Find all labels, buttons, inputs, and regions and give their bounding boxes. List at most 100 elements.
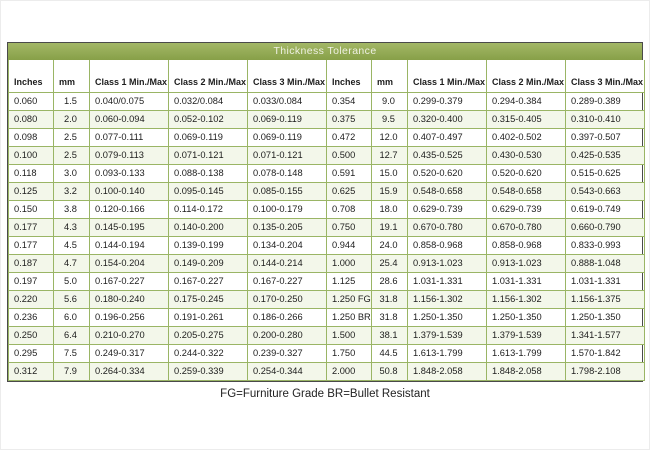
table-cell: 1.798-2.108 bbox=[565, 361, 645, 381]
column-header: Class 3 Min./Max bbox=[565, 60, 645, 93]
table-cell: 0.100 bbox=[8, 145, 54, 165]
table-cell: 1.250-1.350 bbox=[486, 307, 566, 327]
table-cell: 0.254-0.344 bbox=[247, 361, 327, 381]
table-cell: 0.186-0.266 bbox=[247, 307, 327, 327]
table-cell: 0.085-0.155 bbox=[247, 181, 327, 201]
table-cell: 0.210-0.270 bbox=[89, 325, 169, 345]
table-cell: 0.079-0.113 bbox=[89, 145, 169, 165]
table-cell: 0.040/0.075 bbox=[89, 91, 169, 111]
table-cell: 0.264-0.334 bbox=[89, 361, 169, 381]
table-cell: 0.289-0.389 bbox=[565, 91, 645, 111]
table-cell: 0.069-0.119 bbox=[247, 127, 327, 147]
table-cell: 25.4 bbox=[371, 253, 408, 273]
table-cell: 0.033/0.084 bbox=[247, 91, 327, 111]
thickness-tolerance-table: Thickness Tolerance Inches mm Class 1 Min.… bbox=[7, 42, 645, 382]
table-cell: 0.629-0.739 bbox=[486, 199, 566, 219]
table-cell: 44.5 bbox=[371, 343, 408, 363]
table-cell: 2.0 bbox=[53, 109, 90, 129]
table-cell: 0.052-0.102 bbox=[168, 109, 248, 129]
table-cell: 24.0 bbox=[371, 235, 408, 255]
table-cell: 0.500 bbox=[326, 145, 372, 165]
table-cell: 1.250-1.350 bbox=[407, 307, 487, 327]
table-cell: 0.310-0.410 bbox=[565, 109, 645, 129]
table-cell: 1.031-1.331 bbox=[486, 271, 566, 291]
table-row: 0.080 2.0 0.060-0.094 0.052-0.102 0.069-0.11… bbox=[8, 109, 645, 129]
table-cell: 0.670-0.780 bbox=[486, 217, 566, 237]
table-cell: 0.149-0.209 bbox=[168, 253, 248, 273]
table-cell: 0.354 bbox=[326, 91, 372, 111]
table-cell: 0.069-0.119 bbox=[247, 109, 327, 129]
table-cell: 0.244-0.322 bbox=[168, 343, 248, 363]
table-cell: 0.472 bbox=[326, 127, 372, 147]
table-cell: 0.312 bbox=[8, 361, 54, 381]
table-cell: 28.6 bbox=[371, 271, 408, 291]
table-cell: 0.177 bbox=[8, 235, 54, 255]
table-cell: 1.750 bbox=[326, 343, 372, 363]
table-row: 0.098 2.5 0.077-0.111 0.069-0.119 0.069-0.11… bbox=[8, 127, 645, 147]
table-cell: 0.095-0.145 bbox=[168, 181, 248, 201]
table-cell: 31.8 bbox=[371, 307, 408, 327]
table-cell: 0.515-0.625 bbox=[565, 163, 645, 183]
table-cell: 0.294-0.384 bbox=[486, 91, 566, 111]
table-row: 0.236 6.0 0.196-0.256 0.191-0.261 0.186-0.26… bbox=[8, 307, 645, 327]
table-cell: 0.520-0.620 bbox=[407, 163, 487, 183]
table-cell: 9.5 bbox=[371, 109, 408, 129]
table-row: 0.295 7.5 0.249-0.317 0.244-0.322 0.239-0.32… bbox=[8, 343, 645, 363]
table-cell: 4.3 bbox=[53, 217, 90, 237]
table-cell: 0.196-0.256 bbox=[89, 307, 169, 327]
table-cell: 2.5 bbox=[53, 145, 90, 165]
table-cell: 0.071-0.121 bbox=[168, 145, 248, 165]
table-row: 0.125 3.2 0.100-0.140 0.095-0.145 0.085-0.15… bbox=[8, 181, 645, 201]
table-row: 0.220 5.6 0.180-0.240 0.175-0.245 0.170-0.25… bbox=[8, 289, 645, 309]
table-cell: 0.077-0.111 bbox=[89, 127, 169, 147]
table-cell: 0.833-0.993 bbox=[565, 235, 645, 255]
column-header: Class 2 Min./Max bbox=[168, 60, 248, 93]
table-cell: 0.858-0.968 bbox=[407, 235, 487, 255]
table-cell: 0.397-0.507 bbox=[565, 127, 645, 147]
table-cell: 1.250-1.350 bbox=[565, 307, 645, 327]
table-row: 0.100 2.5 0.079-0.113 0.071-0.121 0.071-0.12… bbox=[8, 145, 645, 165]
table-row: 0.197 5.0 0.167-0.227 0.167-0.227 0.167-0.22… bbox=[8, 271, 645, 291]
table-cell: 1.031-1.331 bbox=[407, 271, 487, 291]
table-cell: 7.9 bbox=[53, 361, 90, 381]
table-cell: 1.250 FG bbox=[326, 289, 372, 309]
table-cell: 0.236 bbox=[8, 307, 54, 327]
table-cell: 1.500 bbox=[326, 325, 372, 345]
table-cell: 0.750 bbox=[326, 217, 372, 237]
table-cell: 0.120-0.166 bbox=[89, 199, 169, 219]
table-cell: 0.180-0.240 bbox=[89, 289, 169, 309]
table-cell: 0.548-0.658 bbox=[407, 181, 487, 201]
table-cell: 0.197 bbox=[8, 271, 54, 291]
table-cell: 0.140-0.200 bbox=[168, 217, 248, 237]
table-cell: 38.1 bbox=[371, 325, 408, 345]
table-cell: 0.088-0.138 bbox=[168, 163, 248, 183]
table-cell: 9.0 bbox=[371, 91, 408, 111]
column-header: Class 3 Min./Max bbox=[247, 60, 327, 93]
table-cell: 0.913-1.023 bbox=[407, 253, 487, 273]
table-cell: 0.625 bbox=[326, 181, 372, 201]
table-cell: 0.093-0.133 bbox=[89, 163, 169, 183]
table-row: 0.312 7.9 0.264-0.334 0.259-0.339 0.254-0.34… bbox=[8, 361, 645, 381]
table-cell: 0.175-0.245 bbox=[168, 289, 248, 309]
table-cell: 0.295 bbox=[8, 343, 54, 363]
table-cell: 0.177 bbox=[8, 217, 54, 237]
table-cell: 0.670-0.780 bbox=[407, 217, 487, 237]
table-cell: 0.145-0.195 bbox=[89, 217, 169, 237]
table-cell: 0.520-0.620 bbox=[486, 163, 566, 183]
table-cell: 1.341-1.577 bbox=[565, 325, 645, 345]
table-cell: 0.708 bbox=[326, 199, 372, 219]
table-cell: 1.125 bbox=[326, 271, 372, 291]
table-cell: 3.8 bbox=[53, 199, 90, 219]
table-cell: 1.156-1.302 bbox=[407, 289, 487, 309]
table-cell: 0.543-0.663 bbox=[565, 181, 645, 201]
table-cell: 6.0 bbox=[53, 307, 90, 327]
table-row: 0.250 6.4 0.210-0.270 0.205-0.275 0.200-0.28… bbox=[8, 325, 645, 345]
table-cell: 0.125 bbox=[8, 181, 54, 201]
table-cell: 7.5 bbox=[53, 343, 90, 363]
table-cell: 0.150 bbox=[8, 199, 54, 219]
table-cell: 2.5 bbox=[53, 127, 90, 147]
table-cell: 0.239-0.327 bbox=[247, 343, 327, 363]
table-cell: 1.613-1.799 bbox=[407, 343, 487, 363]
table-cell: 5.6 bbox=[53, 289, 90, 309]
table-cell: 0.167-0.227 bbox=[89, 271, 169, 291]
